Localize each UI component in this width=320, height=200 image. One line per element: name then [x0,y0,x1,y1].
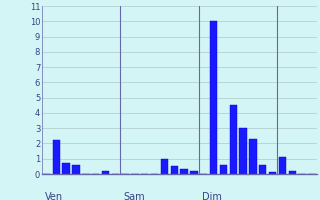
Bar [220,165,227,174]
Text: Sam: Sam [123,192,145,200]
Bar [53,140,60,174]
Bar [72,165,80,174]
Bar [180,169,188,174]
Bar [190,171,198,174]
Bar [259,165,267,174]
Bar [279,157,286,174]
Bar [229,105,237,174]
Bar [62,163,70,174]
Bar [210,21,217,174]
Bar [102,171,109,174]
Text: Ven: Ven [44,192,63,200]
Bar [161,159,168,174]
Text: Dim: Dim [202,192,222,200]
Bar [269,172,276,174]
Bar [249,139,257,174]
Bar [289,171,296,174]
Bar [171,166,178,174]
Bar [239,128,247,174]
